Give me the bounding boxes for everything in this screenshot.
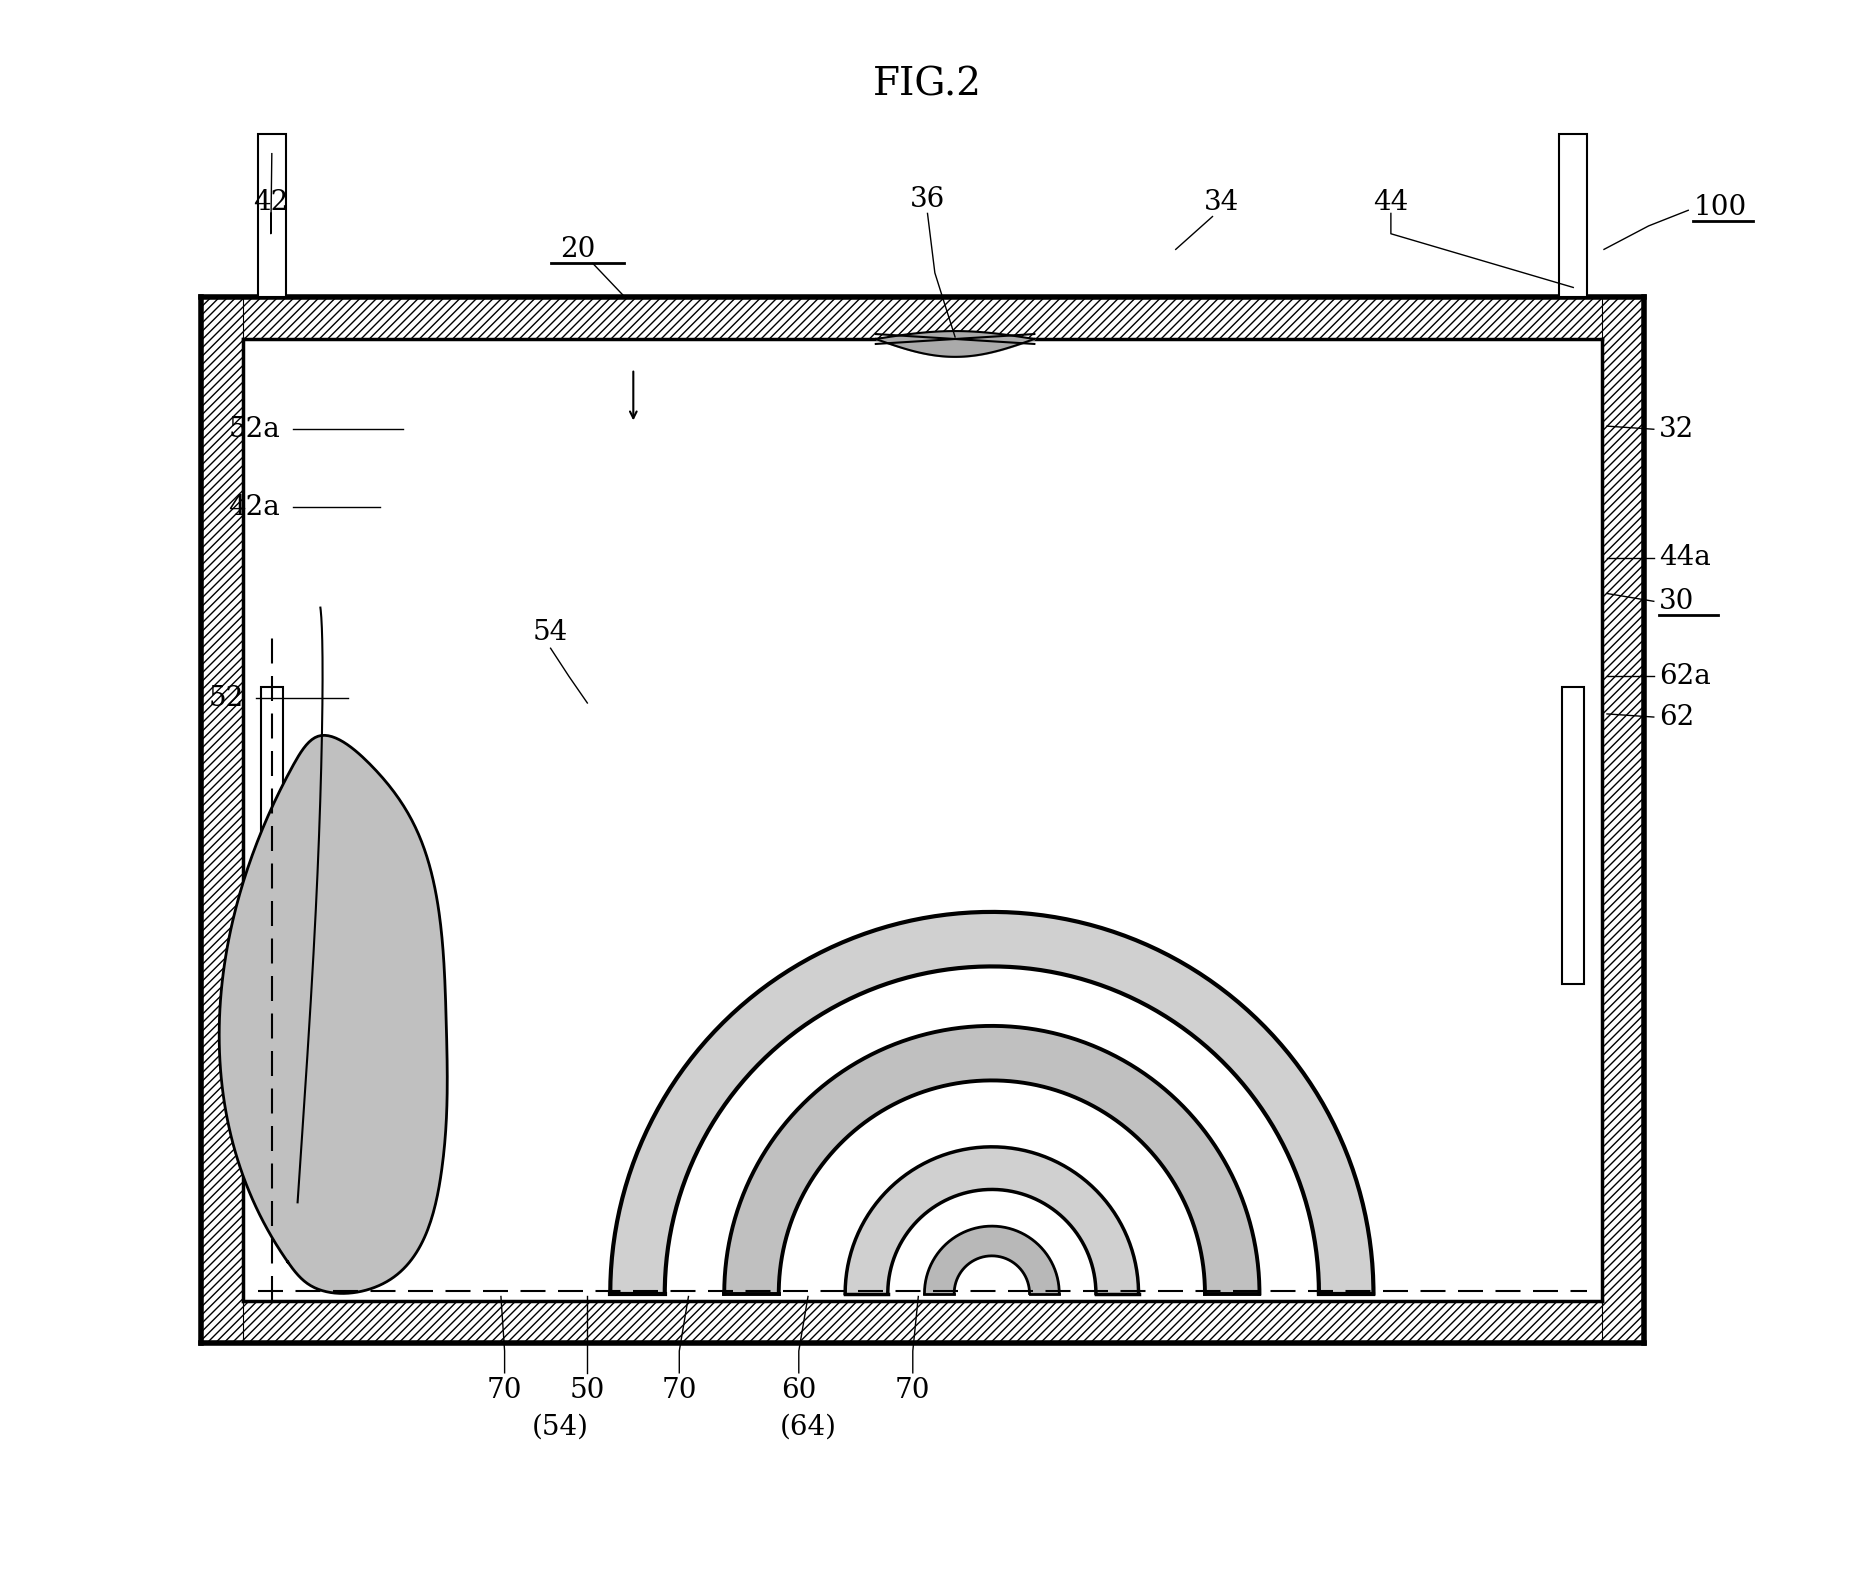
Bar [262, 686, 282, 985]
Text: FIG.2: FIG.2 [874, 66, 981, 104]
Text: 42a: 42a [228, 494, 280, 521]
Polygon shape [846, 1147, 1139, 1294]
Bar [202, 297, 243, 1343]
Polygon shape [219, 735, 447, 1294]
Text: 34: 34 [1204, 189, 1239, 216]
Text: 70: 70 [486, 1378, 523, 1404]
Text: 42: 42 [252, 189, 289, 216]
Text: 44: 44 [1373, 189, 1408, 216]
Text: 44a: 44a [1658, 544, 1710, 571]
Text: 20: 20 [560, 235, 595, 264]
Text: (54): (54) [531, 1414, 588, 1441]
Text: 62: 62 [1658, 704, 1694, 731]
Text: 36: 36 [909, 186, 946, 213]
Polygon shape [610, 912, 1373, 1294]
Bar [1562, 686, 1584, 985]
Text: 60: 60 [781, 1378, 816, 1404]
Polygon shape [924, 1226, 1059, 1294]
Bar [202, 1302, 1644, 1343]
Text: 50: 50 [569, 1378, 605, 1404]
Text: 54: 54 [532, 619, 568, 645]
Text: 32: 32 [1658, 415, 1694, 443]
Text: 70: 70 [662, 1378, 697, 1404]
Bar [202, 297, 1644, 339]
Polygon shape [723, 1026, 1260, 1294]
Text: 62a: 62a [1658, 663, 1710, 690]
Text: 100: 100 [1694, 194, 1746, 221]
Text: 52: 52 [208, 685, 243, 712]
Text: 52a: 52a [228, 415, 280, 443]
Bar [1560, 134, 1588, 297]
Text: 70: 70 [896, 1378, 931, 1404]
Text: 30: 30 [1658, 589, 1695, 615]
Bar [1603, 297, 1644, 1343]
Bar [258, 134, 286, 297]
Text: (64): (64) [779, 1414, 837, 1441]
